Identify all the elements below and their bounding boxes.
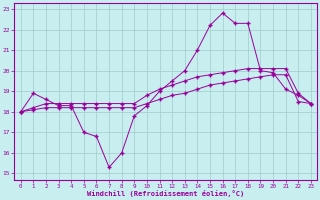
X-axis label: Windchill (Refroidissement éolien,°C): Windchill (Refroidissement éolien,°C) — [87, 190, 244, 197]
